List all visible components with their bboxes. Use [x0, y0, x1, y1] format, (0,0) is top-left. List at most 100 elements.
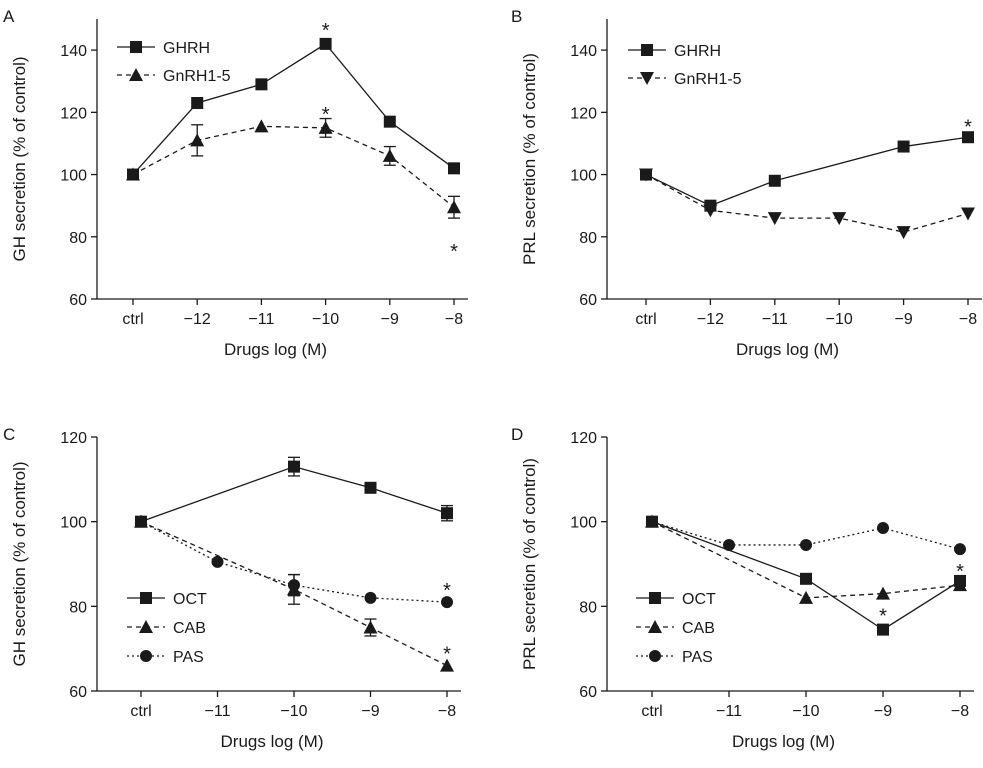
x-tick-label: ctrl	[122, 311, 143, 328]
data-point	[255, 78, 268, 91]
x-tick-label: −8	[438, 703, 456, 720]
panel-d: D 60 80 100 120 ctrl −11 −10 −9 −8 Drugs log (M) PR…	[511, 425, 974, 751]
series-oct	[646, 515, 966, 636]
legend-label: GHRH	[163, 40, 210, 57]
panel-letter: A	[3, 7, 15, 26]
panel-a: A 60 80 100 120 140 ctrl −12 −11 −10 −9 −8 Drugs log…	[3, 7, 468, 359]
legend-marker	[640, 72, 654, 85]
data-point	[363, 620, 378, 634]
data-point	[441, 596, 453, 609]
significance-star: *	[443, 644, 451, 666]
panel-c: C 60 80 100 120 ctrl −11 −10 −9 −8 Drugs log (M) GH…	[3, 425, 461, 751]
y-tick-label: 80	[69, 599, 87, 616]
y-tick-label: 100	[60, 515, 87, 532]
data-point	[703, 204, 718, 218]
x-tick-label: −11	[716, 703, 742, 720]
y-tick-label: 120	[570, 430, 597, 447]
y-tick-label: 60	[579, 684, 597, 701]
legend-marker	[641, 44, 653, 56]
x-tick-label: −12	[697, 311, 724, 328]
series-line	[132, 43, 455, 175]
data-point	[961, 207, 975, 221]
x-tick-label: −9	[894, 311, 912, 328]
panel-letter: B	[511, 7, 522, 26]
legend: OCT CAB PAS	[636, 591, 716, 666]
data-point	[800, 572, 812, 585]
data-point	[832, 212, 847, 226]
x-tick-label: −10	[826, 311, 853, 328]
data-point	[723, 538, 735, 551]
data-point	[768, 174, 781, 187]
y-tick-label: 140	[570, 43, 597, 60]
legend-label: CAB	[173, 620, 206, 637]
x-tick-label: −11	[205, 703, 231, 720]
x-axis-title: Drugs log (M)	[221, 732, 324, 751]
y-tick-label: 60	[69, 684, 87, 701]
data-point	[447, 200, 461, 214]
data-point	[639, 168, 653, 182]
data-point	[211, 555, 224, 568]
series-oct	[135, 456, 453, 528]
series-gnrh1-5	[639, 168, 975, 240]
series-ghrh	[640, 131, 974, 212]
data-point	[191, 97, 204, 109]
legend-label: OCT	[173, 591, 207, 608]
legend-label: OCT	[682, 591, 716, 608]
data-point	[897, 140, 910, 153]
legend-marker	[140, 650, 152, 662]
data-point	[954, 543, 966, 556]
series-line	[140, 521, 448, 667]
y-tick-label: 140	[60, 43, 87, 60]
data-point	[646, 515, 658, 528]
data-point	[126, 167, 140, 181]
data-point	[896, 226, 911, 240]
data-point	[441, 507, 453, 520]
data-point	[800, 538, 812, 551]
legend-marker	[649, 592, 661, 604]
legend-label: GnRH1-5	[674, 71, 742, 88]
y-tick-label: 100	[570, 168, 597, 185]
y-axis-title: PRL secretion (% of control)	[520, 53, 539, 265]
series-gnrh1-5	[126, 117, 461, 219]
legend-label: CAB	[682, 620, 715, 637]
y-tick-label: 120	[570, 105, 597, 122]
y-tick-label: 80	[579, 599, 597, 616]
y-tick-label: 120	[60, 430, 87, 447]
panel-letter: C	[3, 425, 15, 444]
y-tick-label: 60	[69, 292, 87, 309]
series-line	[651, 521, 961, 599]
data-point	[448, 162, 460, 175]
x-tick-label: ctrl	[130, 703, 151, 720]
x-tick-label: −11	[248, 311, 274, 328]
legend-marker	[129, 68, 143, 81]
x-tick-label: −9	[874, 703, 892, 720]
x-tick-label: ctrl	[635, 311, 656, 328]
x-tick-label: −8	[951, 703, 969, 720]
data-point	[135, 515, 147, 528]
x-tick-label: −10	[280, 703, 307, 720]
panel-letter: D	[511, 425, 523, 444]
series-line	[645, 136, 969, 207]
data-point	[288, 579, 300, 592]
series-line	[645, 173, 969, 233]
legend-marker	[649, 650, 661, 662]
y-axis-title: GH secretion (% of control)	[10, 461, 29, 666]
data-point	[877, 623, 889, 636]
significance-star: *	[322, 104, 330, 126]
data-point	[440, 658, 454, 672]
series-line	[132, 125, 455, 208]
x-tick-label: −10	[792, 703, 819, 720]
panel-b: B 60 80 100 120 140 ctrl −12 −11 −10 −9 −8 Drugs log…	[511, 7, 982, 359]
data-point	[319, 37, 332, 50]
y-axis-title: GH secretion (% of control)	[10, 56, 29, 261]
data-point	[767, 212, 782, 226]
data-point	[383, 115, 396, 128]
data-point	[254, 119, 269, 133]
legend: GHRH GnRH1-5	[117, 40, 231, 85]
significance-star: *	[964, 117, 972, 139]
x-tick-label: ctrl	[641, 703, 662, 720]
y-tick-label: 120	[60, 105, 87, 122]
significance-star: *	[879, 606, 887, 628]
x-tick-label: −11	[762, 311, 788, 328]
